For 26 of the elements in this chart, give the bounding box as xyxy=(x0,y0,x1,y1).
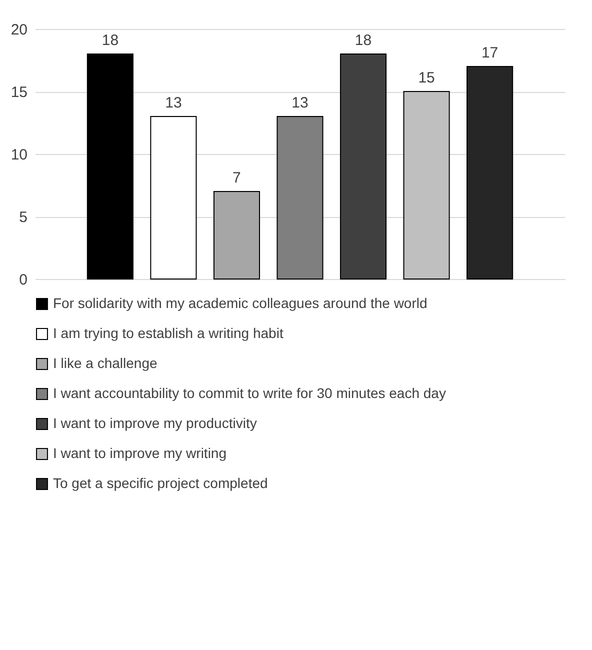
legend-label: To get a specific project completed xyxy=(53,475,268,491)
y-tick-label: 15 xyxy=(10,84,28,101)
bar xyxy=(86,54,134,280)
legend-label: For solidarity with my academic colleagues around the world xyxy=(53,295,428,311)
y-tick-label: 20 xyxy=(10,22,28,38)
legend-label: I am trying to establish a writing habit xyxy=(53,325,284,341)
data-label: 18 xyxy=(102,32,119,49)
data-label: 13 xyxy=(292,94,308,112)
bar xyxy=(276,116,324,280)
legend-label: I like a challenge xyxy=(53,355,158,371)
data-label: 13 xyxy=(165,94,182,112)
bar xyxy=(403,91,450,280)
data-label: 15 xyxy=(418,70,435,86)
y-tick-label: 10 xyxy=(10,146,28,164)
data-label: 7 xyxy=(232,170,241,186)
legend-label: I want to improve my productivity xyxy=(53,415,257,431)
legend-label: I want to improve my writing xyxy=(53,445,226,461)
data-label: 17 xyxy=(481,44,498,62)
y-tick-label: 5 xyxy=(19,209,28,226)
legend-label: I want accountability to commit to write for 30 minutes each day xyxy=(53,385,446,401)
bar xyxy=(466,66,514,280)
bar xyxy=(340,54,387,280)
bar xyxy=(150,116,197,280)
bar xyxy=(213,191,260,280)
data-label: 18 xyxy=(354,32,372,49)
y-tick-label: 0 xyxy=(19,272,28,288)
